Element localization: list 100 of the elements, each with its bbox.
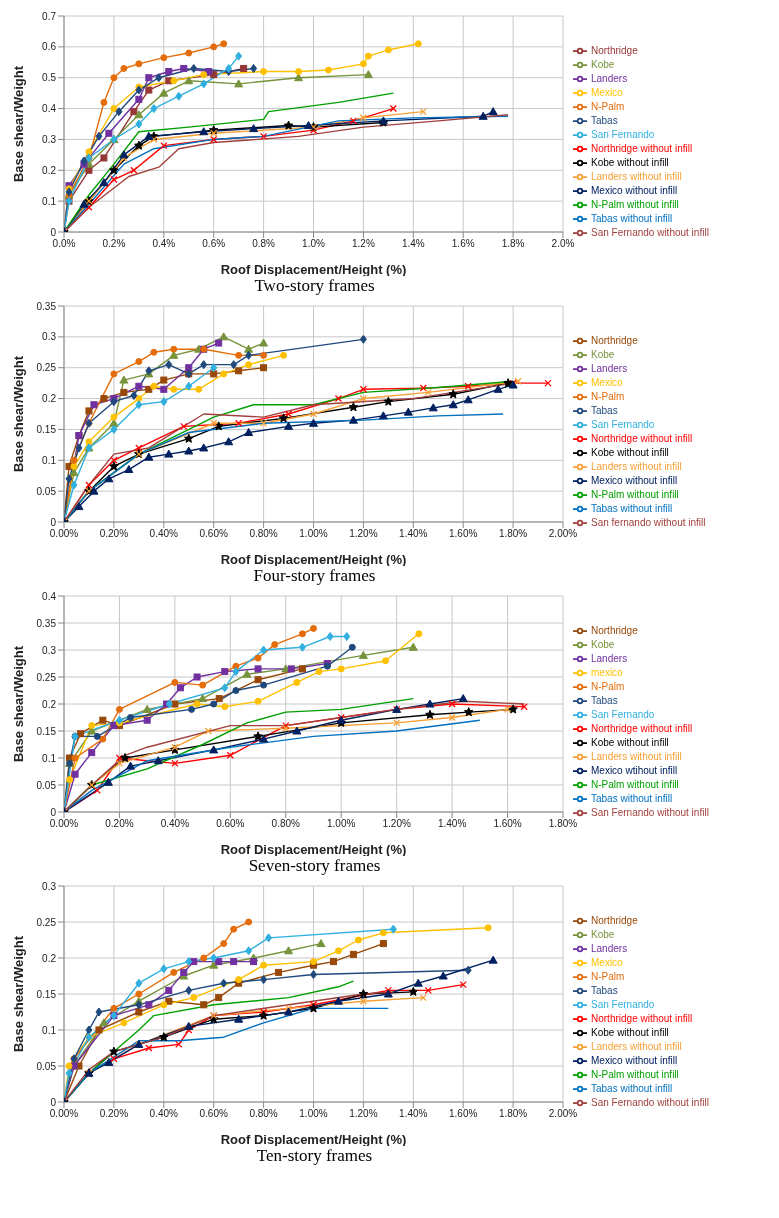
legend-label: Tabas	[591, 694, 618, 706]
y-axis-title: Base shear/Weight	[10, 65, 26, 183]
legend-label: N-Palm without infill	[591, 778, 679, 790]
legend-label: Landers without infill	[591, 170, 682, 182]
legend-label: Tabas	[591, 114, 618, 126]
y-tick-label: 0.25	[36, 916, 57, 928]
x-tick-label: 1.80%	[498, 1108, 528, 1120]
y-tick-label: 0.4	[42, 103, 57, 115]
x-tick-label: 0.00%	[49, 818, 79, 830]
legend-label: Tabas	[591, 404, 618, 416]
x-tick-label: 0.40%	[149, 528, 179, 540]
x-axis-title: Roof Displacement/Height (%)	[220, 262, 407, 277]
x-tick-label: 1.20%	[349, 528, 378, 540]
x-tick-label: 0.20%	[105, 818, 134, 830]
legend-label: Northridge without infill	[591, 142, 693, 154]
x-tick-label: 1.2%	[352, 238, 375, 250]
legend-label: Landers without infill	[591, 460, 682, 472]
x-tick-label: 0.60%	[216, 818, 245, 830]
legend-label: Northridge	[591, 44, 638, 56]
y-tick-label: 0	[50, 806, 57, 818]
legend-label: Mexico	[591, 376, 623, 388]
x-tick-label: 0.20%	[99, 528, 129, 540]
x-tick-label: 0.20%	[99, 1108, 129, 1120]
legend-label: San Fernando without infill	[591, 806, 709, 818]
x-tick-label: 0.40%	[149, 1108, 179, 1120]
y-tick-label: 0.1	[42, 454, 57, 466]
x-tick-label: 1.40%	[399, 528, 428, 540]
text: Ten-story frames	[255, 1146, 374, 1166]
y-tick-label: 0.6	[42, 41, 57, 53]
x-tick-label: 2.00%	[548, 1108, 578, 1120]
legend-label: Northridge without infill	[591, 1012, 693, 1024]
x-tick-label: 1.40%	[399, 1108, 428, 1120]
x-tick-label: 1.60%	[449, 528, 478, 540]
x-tick-label: 0.0%	[52, 238, 76, 250]
x-tick-label: 1.4%	[401, 238, 425, 250]
y-tick-label: 0.35	[36, 617, 57, 629]
legend-label: Mexico wtihout infill	[591, 764, 678, 776]
text: Two-story frames	[253, 276, 376, 296]
x-tick-label: 1.40%	[437, 818, 467, 830]
y-tick-label: 0.05	[36, 1060, 57, 1072]
x-tick-label: 2.00%	[548, 528, 578, 540]
legend-label: San Fernando	[591, 708, 655, 720]
x-tick-label: 1.80%	[548, 818, 578, 830]
x-axis-title: Roof Displacement/Height (%)	[220, 552, 407, 567]
x-tick-label: 1.60%	[449, 1108, 478, 1120]
y-tick-label: 0.05	[36, 485, 57, 497]
legend-label: Kobe	[591, 348, 615, 360]
x-tick-label: 0.80%	[249, 1108, 278, 1120]
y-tick-label: 0.05	[36, 779, 57, 791]
x-tick-label: 0.60%	[199, 528, 228, 540]
y-tick-label: 0.4	[42, 590, 57, 602]
x-tick-label: 0.6%	[202, 238, 226, 250]
y-axis-title: Base shear/Weight	[10, 645, 26, 763]
legend-label: Kobe without infill	[591, 156, 669, 168]
x-axis-title: Roof Displacement/Height (%)	[220, 1132, 407, 1147]
y-tick-label: 0.2	[42, 164, 57, 176]
legend-label: Northridge	[591, 624, 638, 636]
legend-label: Tabas without infill	[591, 792, 673, 804]
y-tick-label: 0	[50, 516, 57, 528]
y-axis-title: Base shear/Weight	[10, 935, 26, 1053]
x-tick-label: 0.00%	[49, 1108, 79, 1120]
y-tick-label: 0.1	[42, 752, 57, 764]
legend-label: N-Palm	[591, 100, 625, 112]
legend-label: Landers without infill	[591, 1040, 682, 1052]
legend-label: N-Palm	[591, 970, 625, 982]
legend-label: Landers without infill	[591, 750, 682, 762]
y-tick-label: 0.7	[42, 10, 57, 22]
y-tick-label: 0.1	[42, 1024, 57, 1036]
text: Seven-story frames	[247, 856, 382, 876]
y-tick-label: 0.5	[42, 72, 57, 84]
y-tick-label: 0.15	[36, 725, 57, 737]
legend-label: Mexico without infill	[591, 184, 678, 196]
x-tick-label: 1.20%	[349, 1108, 378, 1120]
legend-label: Landers	[591, 942, 628, 954]
y-tick-label: 0.1	[42, 195, 57, 207]
legend-label: N-Palm without infill	[591, 1068, 679, 1080]
y-tick-label: 0.3	[42, 644, 57, 656]
x-tick-label: 0.8%	[252, 238, 276, 250]
y-tick-label: 0.3	[42, 331, 57, 343]
legend-label: Kobe without infill	[591, 446, 669, 458]
y-tick-label: 0	[50, 1096, 57, 1108]
legend-label: San Fernando without infill	[591, 226, 709, 238]
legend-label: Kobe without infill	[591, 736, 669, 748]
x-tick-label: 2.0%	[551, 238, 575, 250]
legend-label: San Fernando without infill	[591, 1096, 709, 1108]
x-tick-label: 1.00%	[327, 818, 356, 830]
y-tick-label: 0.15	[36, 423, 57, 435]
x-axis-title: Roof Displacement/Height (%)	[220, 842, 407, 857]
y-tick-label: 0.15	[36, 988, 57, 1000]
x-tick-label: 0.00%	[49, 528, 79, 540]
x-tick-label: 0.80%	[249, 528, 278, 540]
y-tick-label: 0.3	[42, 880, 57, 892]
x-tick-label: 1.00%	[299, 528, 328, 540]
y-tick-label: 0.2	[42, 698, 57, 710]
legend-label: Kobe without infill	[591, 1026, 669, 1038]
legend-label: Mexico	[591, 956, 623, 968]
legend-label: Northridge without infill	[591, 722, 693, 734]
legend-label: Landers	[591, 72, 628, 84]
legend-label: Tabas without infill	[591, 212, 673, 224]
x-tick-label: 1.20%	[382, 818, 411, 830]
